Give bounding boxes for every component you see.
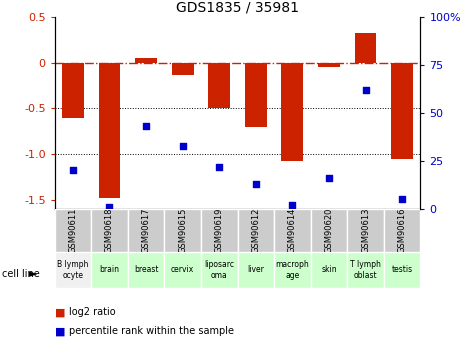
Bar [164, 209, 201, 252]
Text: testis: testis [391, 265, 413, 275]
Bar [98, 63, 121, 198]
Title: GDS1835 / 35981: GDS1835 / 35981 [176, 1, 299, 15]
Bar [354, 33, 377, 63]
Text: percentile rank within the sample: percentile rank within the sample [69, 326, 234, 336]
Text: GSM90619: GSM90619 [215, 208, 224, 253]
Text: breast: breast [134, 265, 158, 275]
Text: GSM90618: GSM90618 [105, 208, 114, 253]
Bar [384, 252, 420, 288]
Bar [208, 63, 230, 108]
Point [325, 175, 332, 181]
Text: ■: ■ [55, 307, 65, 317]
Point [398, 196, 406, 202]
Point [105, 204, 113, 209]
Bar [171, 63, 194, 75]
Text: GSM90614: GSM90614 [288, 208, 297, 253]
Bar [347, 252, 384, 288]
Point [362, 87, 370, 93]
Bar [274, 252, 311, 288]
Bar [62, 63, 84, 118]
Bar [311, 209, 347, 252]
Bar [311, 252, 347, 288]
Text: GSM90611: GSM90611 [68, 208, 77, 253]
Text: log2 ratio: log2 ratio [69, 307, 115, 317]
Bar [91, 252, 128, 288]
Text: T lymph
oblast: T lymph oblast [350, 260, 381, 280]
Point [289, 202, 296, 208]
Text: macroph
age: macroph age [276, 260, 309, 280]
Bar [91, 209, 128, 252]
Bar [238, 209, 274, 252]
Text: GSM90620: GSM90620 [324, 208, 333, 253]
Bar [238, 252, 274, 288]
Bar [201, 209, 238, 252]
Text: GSM90612: GSM90612 [251, 208, 260, 253]
Text: GSM90613: GSM90613 [361, 208, 370, 253]
Text: GSM90617: GSM90617 [142, 208, 151, 253]
Text: GSM90615: GSM90615 [178, 208, 187, 253]
Bar [347, 209, 384, 252]
Point [252, 181, 259, 187]
Bar [384, 209, 420, 252]
Text: B lymph
ocyte: B lymph ocyte [57, 260, 89, 280]
Text: ■: ■ [55, 326, 65, 336]
Text: cervix: cervix [171, 265, 194, 275]
Text: GSM90616: GSM90616 [398, 208, 407, 253]
Text: cell line: cell line [2, 269, 40, 279]
Point [69, 168, 77, 173]
Bar [245, 63, 267, 127]
Bar [128, 252, 164, 288]
Text: ►: ► [29, 269, 38, 279]
Point [179, 143, 186, 148]
Bar [55, 252, 91, 288]
Bar [391, 63, 413, 159]
Point [216, 164, 223, 169]
Text: brain: brain [99, 265, 120, 275]
Point [142, 124, 150, 129]
Bar [274, 209, 311, 252]
Text: skin: skin [321, 265, 337, 275]
Bar [164, 252, 201, 288]
Bar [55, 209, 91, 252]
Bar [281, 63, 304, 161]
Bar [128, 209, 164, 252]
Text: liposarc
oma: liposarc oma [204, 260, 234, 280]
Bar [318, 63, 340, 67]
Bar [135, 58, 157, 63]
Bar [201, 252, 238, 288]
Text: liver: liver [247, 265, 264, 275]
